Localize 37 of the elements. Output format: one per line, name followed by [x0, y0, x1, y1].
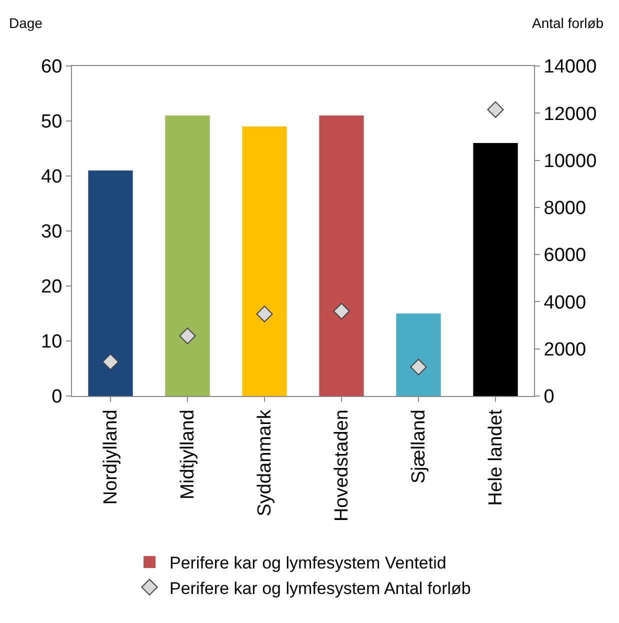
y-tick-label: 10	[41, 332, 62, 353]
legend-label: Perifere kar og lymfesystem Antal forløb	[170, 578, 471, 598]
point	[102, 354, 119, 370]
x-tick-label: Sjælland	[408, 410, 430, 484]
x-tick-label: Hele landet	[486, 408, 507, 506]
y-tick-label: 60	[41, 56, 62, 78]
y-tick-label: 30	[41, 222, 62, 243]
y2-tick-label: 8000	[544, 198, 586, 220]
point	[256, 306, 273, 322]
point	[333, 302, 350, 320]
y-tick-label: 0	[52, 386, 62, 408]
y2-tick-label: 6000	[544, 245, 586, 266]
bar	[319, 116, 364, 396]
y2-axis-title: Antal forløb	[532, 15, 604, 31]
y-axis-title: Dage	[9, 15, 43, 31]
bar	[396, 314, 441, 396]
y2-tick-label: 4000	[544, 292, 586, 314]
point	[487, 101, 504, 118]
y-tick-label: 20	[41, 276, 62, 298]
y2-tick-label: 0	[544, 386, 554, 408]
bar	[473, 143, 518, 396]
y-tick-label: 50	[41, 112, 62, 133]
y2-tick-label: 12000	[544, 104, 597, 125]
point	[410, 358, 427, 376]
x-tick-label: Hovedstaden	[332, 410, 353, 522]
x-tick-label: Midtjylland	[178, 410, 199, 500]
bar	[88, 170, 133, 396]
x-tick-label: Nordjylland	[100, 410, 122, 505]
legend-label: Perifere kar og lymfesystem Ventetid	[170, 554, 446, 573]
y2-tick-label: 14000	[544, 56, 597, 78]
y2-tick-label: 10000	[544, 150, 597, 172]
y2-tick-label: 2000	[544, 340, 586, 361]
bar	[165, 116, 210, 396]
point	[179, 328, 196, 344]
x-tick-label: Syddanmark	[254, 409, 276, 516]
bar	[242, 126, 287, 396]
y-tick-label: 40	[41, 166, 62, 188]
